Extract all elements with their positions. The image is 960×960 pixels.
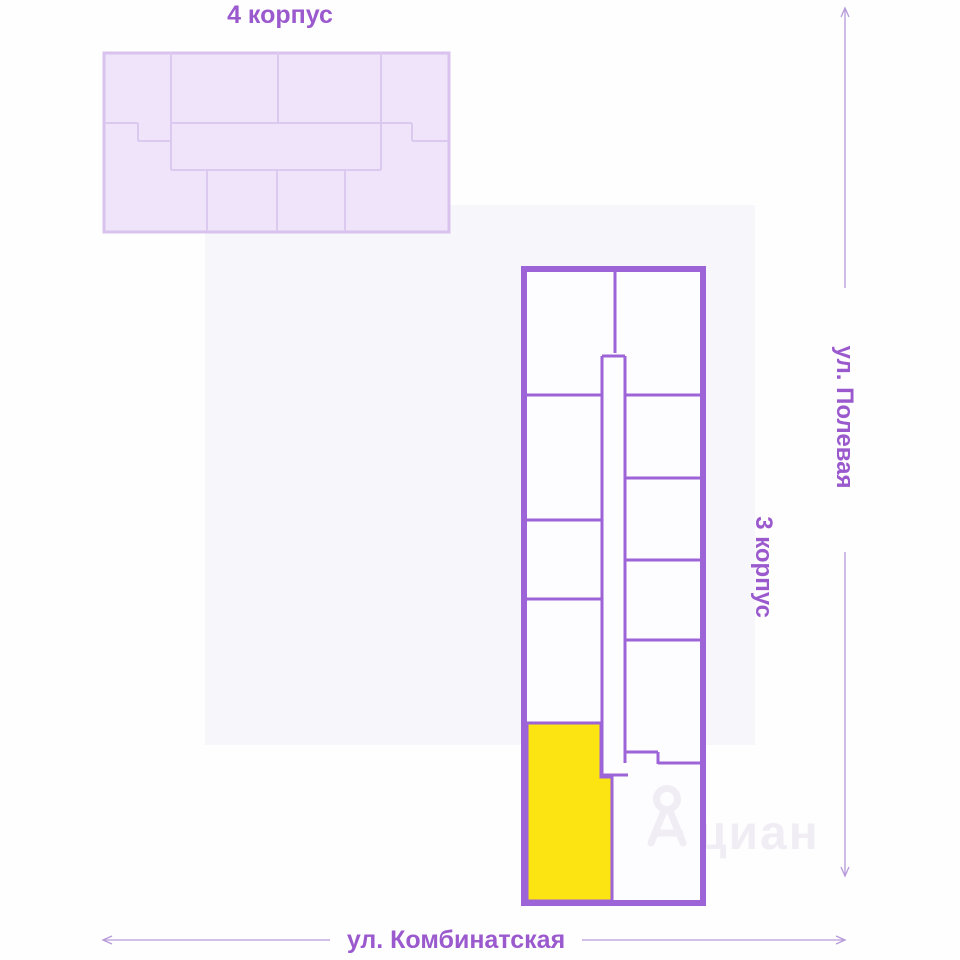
- watermark-text: циан: [697, 807, 820, 860]
- building4-layer: [102, 51, 451, 234]
- street-kombinatskaya-label: ул. Комбинатская: [346, 926, 566, 954]
- building3-walls-layer: [521, 266, 706, 906]
- highlighted-apartment[interactable]: [525, 721, 614, 903]
- building3-label: 3 корпус: [750, 516, 777, 618]
- cian-pin-logo-icon: [647, 785, 687, 847]
- street-polevaya-label: ул. Полевая: [831, 345, 858, 489]
- cian-watermark: циан: [647, 785, 820, 860]
- arrows-layer: [101, 6, 850, 945]
- building4-label: 4 корпус: [227, 1, 333, 29]
